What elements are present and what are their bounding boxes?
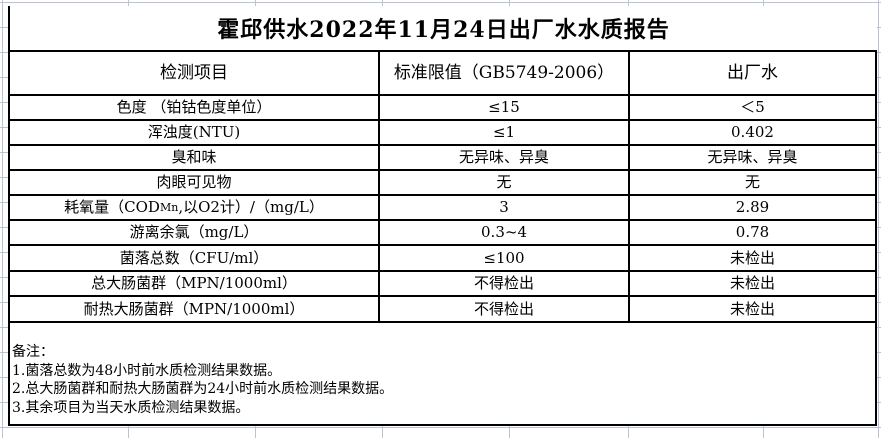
row-residual-chlorine-standard: 0.3~4 — [378, 221, 628, 246]
row-thermotolerant-coliform-result: 未检出 — [628, 297, 877, 323]
row-total-coliform-result: 未检出 — [628, 272, 877, 297]
row-odor-taste-result: 无异味、异臭 — [628, 146, 877, 171]
row-colour-standard: ≤15 — [378, 96, 628, 121]
note-3: 3.其余项目为当天水质检测结果数据。 — [12, 399, 250, 416]
row-codmn-item: 耗氧量（COD Mn ,以O2计）/（mg/L） — [8, 196, 378, 221]
notes-label: 备注： — [12, 344, 54, 360]
water-quality-report-table: 霍邱供水2022年11月24日出厂水水质报告 检测项目 标准限值（GB5749-… — [8, 6, 877, 426]
row-turbidity-item: 浑浊度(NTU) — [8, 121, 378, 146]
row-thermotolerant-coliform-standard: 不得检出 — [378, 297, 628, 323]
row-odor-taste-standard: 无异味、异臭 — [378, 146, 628, 171]
row-codmn-result: 2.89 — [628, 196, 877, 221]
row-total-coliform-standard: 不得检出 — [378, 272, 628, 297]
row-codmn-standard: 3 — [378, 196, 628, 221]
row-turbidity-standard: ≤1 — [378, 121, 628, 146]
row-residual-chlorine-item: 游离余氯（mg/L） — [8, 221, 378, 246]
column-header-standard-limit: 标准限值（GB5749-2006） — [378, 52, 628, 96]
row-total-colonies-standard: ≤100 — [378, 246, 628, 272]
row-total-colonies-result: 未检出 — [628, 246, 877, 272]
row-visible-matter-item: 肉眼可见物 — [8, 171, 378, 196]
row-thermotolerant-coliform-item: 耐热大肠菌群（MPN/1000ml） — [8, 297, 378, 323]
row-colour-item: 色度 （铂钴色度单位） — [8, 96, 378, 121]
note-2: 2.总大肠菌群和耐热大肠菌群为24小时前水质检测结果数据。 — [12, 381, 394, 397]
report-notes: 备注： 1.菌落总数为48小时前水质检测结果数据。 2.总大肠菌群和耐热大肠菌群… — [8, 323, 877, 426]
column-header-item: 检测项目 — [8, 52, 378, 96]
row-codmn-item-subscript: Mn — [159, 201, 179, 214]
note-1: 1.菌落总数为48小时前水质检测结果数据。 — [12, 362, 282, 379]
row-visible-matter-standard: 无 — [378, 171, 628, 196]
row-visible-matter-result: 无 — [628, 171, 877, 196]
row-codmn-item-prefix: 耗氧量（COD — [64, 198, 160, 216]
row-colour-result: ＜5 — [628, 96, 877, 121]
row-odor-taste-item: 臭和味 — [8, 146, 378, 171]
report-title: 霍邱供水2022年11月24日出厂水水质报告 — [8, 6, 877, 52]
column-header-outgoing-water: 出厂水 — [628, 52, 877, 96]
row-turbidity-result: 0.402 — [628, 121, 877, 146]
row-total-colonies-item: 菌落总数（CFU/ml） — [8, 246, 378, 272]
row-codmn-item-suffix: ,以O2计）/（mg/L） — [178, 198, 324, 216]
row-total-coliform-item: 总大肠菌群（MPN/1000ml） — [8, 272, 378, 297]
row-residual-chlorine-result: 0.78 — [628, 221, 877, 246]
